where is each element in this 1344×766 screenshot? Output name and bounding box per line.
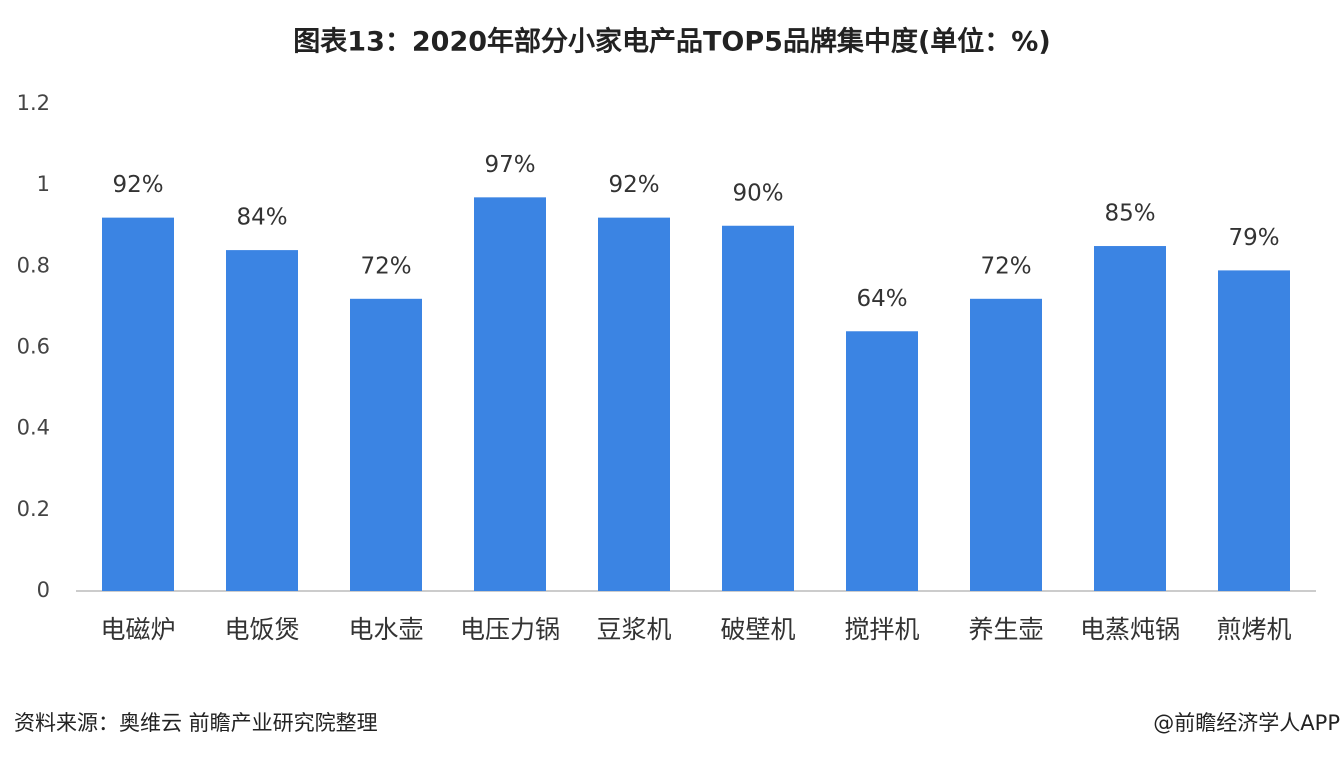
x-tick-label: 破壁机 xyxy=(720,615,795,644)
y-tick-label: 0.6 xyxy=(17,335,50,359)
value-label: 64% xyxy=(856,286,907,312)
value-label: 92% xyxy=(112,172,163,198)
value-label: 84% xyxy=(236,205,287,231)
x-tick-label: 豆浆机 xyxy=(596,615,671,644)
value-label: 85% xyxy=(1104,201,1155,227)
x-tick-label: 煎烤机 xyxy=(1216,615,1291,644)
x-tick-label: 养生壶 xyxy=(968,615,1043,644)
bar xyxy=(1218,270,1290,591)
x-tick-label: 电水壶 xyxy=(348,615,423,644)
credit: @前瞻经济学人APP xyxy=(1153,711,1340,735)
y-tick-label: 1.2 xyxy=(17,91,50,115)
value-label: 90% xyxy=(732,180,783,206)
bar xyxy=(102,217,174,591)
bar xyxy=(970,298,1042,591)
y-tick-label: 0.8 xyxy=(17,253,50,277)
value-label: 72% xyxy=(360,253,411,279)
value-label: 72% xyxy=(980,253,1031,279)
bar xyxy=(226,250,298,591)
y-tick-label: 1 xyxy=(37,172,50,196)
bar xyxy=(1094,246,1166,591)
y-tick-label: 0 xyxy=(37,578,50,602)
x-tick-label: 搅拌机 xyxy=(844,615,919,644)
bar xyxy=(350,298,422,591)
x-tick-label: 电磁炉 xyxy=(100,615,175,644)
bar xyxy=(846,331,918,591)
x-tick-label: 电饭煲 xyxy=(224,615,299,644)
chart-title: 图表13：2020年部分小家电产品TOP5品牌集中度(单位：%) xyxy=(293,26,1050,58)
bar xyxy=(474,197,546,591)
x-tick-label: 电蒸炖锅 xyxy=(1080,615,1180,644)
value-label: 92% xyxy=(608,172,659,198)
source-note: 资料来源：奥维云 前瞻产业研究院整理 xyxy=(14,711,378,735)
y-tick-label: 0.4 xyxy=(17,416,50,440)
bar xyxy=(598,217,670,591)
value-label: 79% xyxy=(1228,225,1279,251)
y-tick-label: 0.2 xyxy=(17,497,50,521)
bar xyxy=(722,225,794,591)
value-label: 97% xyxy=(484,152,535,178)
x-tick-label: 电压力锅 xyxy=(460,615,560,644)
